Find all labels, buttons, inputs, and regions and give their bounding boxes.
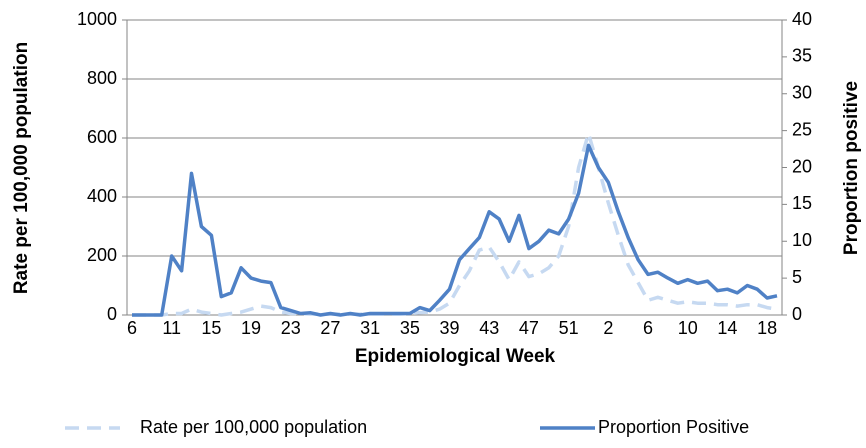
x-tick-label: 47 xyxy=(519,318,539,338)
x-tick-label: 6 xyxy=(127,318,137,338)
x-tick-label: 11 xyxy=(162,318,181,338)
legend-label: Proportion Positive xyxy=(598,417,749,437)
x-tick-label: 19 xyxy=(241,318,261,338)
x-tick-label: 31 xyxy=(360,318,380,338)
x-tick-label: 23 xyxy=(281,318,301,338)
y2-tick-label: 10 xyxy=(792,230,812,250)
y2-tick-label: 0 xyxy=(792,304,802,324)
y-tick-label: 200 xyxy=(87,245,117,265)
y-tick-label: 0 xyxy=(107,304,117,324)
series-line xyxy=(132,143,778,317)
x-tick-label: 6 xyxy=(643,318,653,338)
x-tick-label: 10 xyxy=(678,318,698,338)
legend-label: Rate per 100,000 population xyxy=(140,417,367,437)
x-tick-label: 15 xyxy=(201,318,221,338)
x-tick-label: 39 xyxy=(440,318,460,338)
y-tick-label: 600 xyxy=(87,127,117,147)
x-axis-title: Epidemiological Week xyxy=(355,346,556,367)
series-line xyxy=(132,131,778,317)
y2-tick-label: 15 xyxy=(792,193,812,213)
y2-tick-label: 35 xyxy=(792,46,812,66)
y-tick-label: 400 xyxy=(87,186,117,206)
y-tick-label: 800 xyxy=(87,68,117,88)
x-tick-label: 35 xyxy=(400,318,420,338)
y-tick-label: 1000 xyxy=(77,9,117,29)
x-tick-label: 43 xyxy=(479,318,499,338)
x-tick-label: 18 xyxy=(757,318,777,338)
y2-axis-title: Proportion positive xyxy=(841,81,862,255)
y2-tick-label: 40 xyxy=(792,9,812,29)
y-axis-title: Rate per 100,000 population xyxy=(11,42,32,294)
y2-tick-label: 20 xyxy=(792,156,812,176)
x-tick-label: 2 xyxy=(603,318,613,338)
y2-tick-label: 30 xyxy=(792,83,812,103)
y2-tick-label: 5 xyxy=(792,267,802,287)
x-tick-label: 27 xyxy=(320,318,340,338)
x-tick-label: 51 xyxy=(559,318,579,338)
y2-tick-label: 25 xyxy=(792,119,812,139)
x-tick-label: 14 xyxy=(717,318,737,338)
